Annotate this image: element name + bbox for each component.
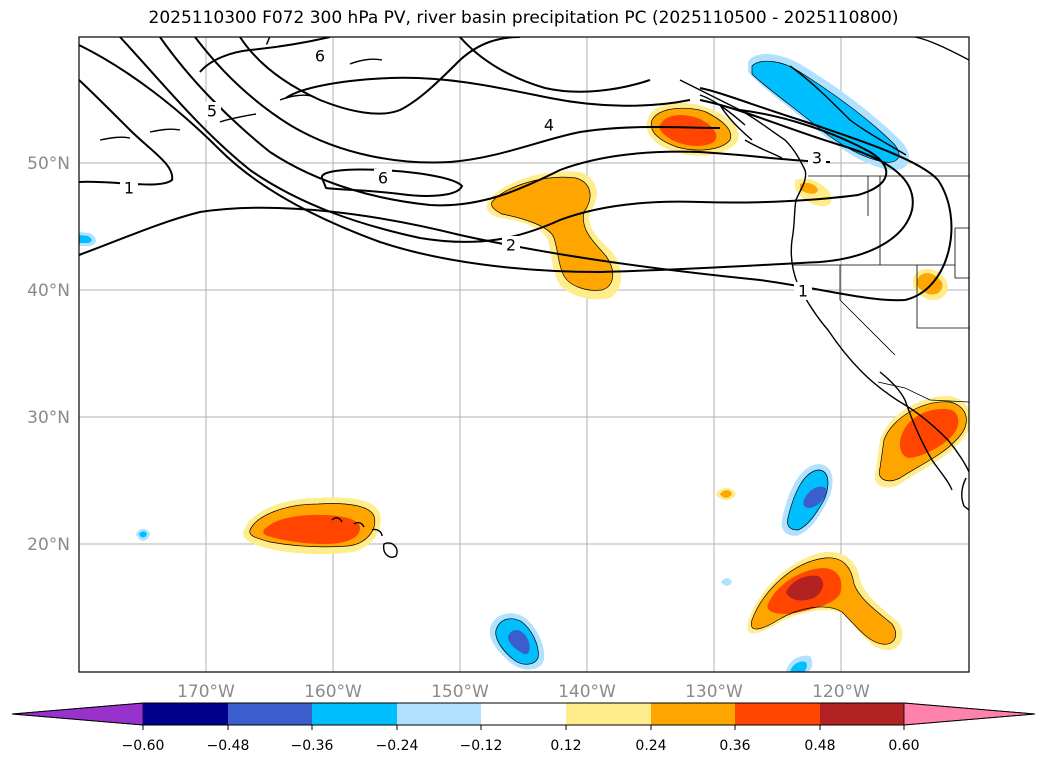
pv-label: 1 [798, 282, 808, 301]
lon-label-150w: 150°W [431, 682, 489, 702]
colorbar-tick-label: −0.60 [122, 738, 165, 754]
colorbar-segment [312, 703, 397, 725]
lon-label-120w: 120°W [812, 682, 870, 702]
anomaly-outlines [249, 60, 967, 665]
pv-label: 6 [315, 47, 325, 66]
colorbar-segment [566, 703, 651, 725]
colorbar-tick-label: −0.24 [376, 738, 419, 754]
lon-label-170w: 170°W [177, 682, 235, 702]
anomaly-subtropical-east [781, 464, 833, 536]
map-frame [78, 36, 970, 673]
anomaly-british-columbia [748, 53, 910, 171]
anomaly-northeast-pacific [486, 171, 622, 300]
pv-label: 1 [124, 179, 134, 198]
political-borders [792, 175, 969, 403]
colorbar-segment [735, 703, 820, 725]
pv-label: 3 [812, 149, 822, 168]
colorbar-segment [903, 702, 1036, 726]
lat-label-50n: 50°N [27, 154, 70, 174]
precip-pc-positive-anomalies [243, 102, 969, 651]
lat-label-20n: 20°N [27, 535, 70, 555]
colorbar-tick-label: 0.24 [635, 738, 666, 754]
colorbar-tick-label: −0.48 [207, 738, 250, 754]
lon-label-160w: 160°W [304, 682, 362, 702]
pv-label: 6 [378, 169, 388, 188]
colorbar-segment [397, 703, 481, 725]
longitude-labels: 170°W 160°W 150°W 140°W 130°W 120°W [177, 682, 870, 702]
colorbar-tick-label: −0.36 [291, 738, 334, 754]
anomaly-eastern-tropical-pacific [747, 551, 903, 651]
lon-label-130w: 130°W [685, 682, 743, 702]
colorbar-segment [228, 703, 312, 725]
pv-label: 2 [506, 236, 516, 255]
colorbar-tick-label: −0.12 [460, 738, 503, 754]
colorbar-segment [820, 703, 904, 725]
colorbar-segment [481, 703, 566, 725]
pv-label: 7 [263, 30, 273, 49]
colorbar-tick-label: 0.48 [804, 738, 835, 754]
colorbar-segment [651, 703, 735, 725]
precip-pc-negative-anomalies [79, 53, 910, 672]
colorbar-segment [143, 703, 228, 725]
anomaly-hawaii [243, 497, 381, 555]
colorbar-tick-label: 0.36 [719, 738, 750, 754]
lat-label-40n: 40°N [27, 281, 70, 301]
pv-contour-labels: 1 1 2 3 4 5 6 6 7 [120, 30, 826, 301]
latitude-labels: 20°N 30°N 40°N 50°N [27, 154, 70, 555]
lon-label-140w: 140°W [558, 682, 616, 702]
lat-label-30n: 30°N [27, 408, 70, 428]
colorbar: −0.60 −0.48 −0.36 −0.24 −0.12 0.12 0.24 … [11, 702, 1036, 754]
anomaly-gulf-of-alaska [646, 102, 739, 156]
pv-label: 4 [544, 116, 554, 135]
colorbar-tick-label: 0.12 [550, 738, 581, 754]
colorbar-tick-label: 0.60 [888, 738, 919, 754]
map-title: 2025110300 F072 300 hPa PV, river basin … [148, 8, 899, 28]
pv-label: 5 [207, 102, 217, 121]
map-plot-area: 1 1 2 3 4 5 6 6 7 [79, 30, 969, 672]
pv-contours [79, 37, 953, 302]
colorbar-segment [11, 702, 144, 726]
